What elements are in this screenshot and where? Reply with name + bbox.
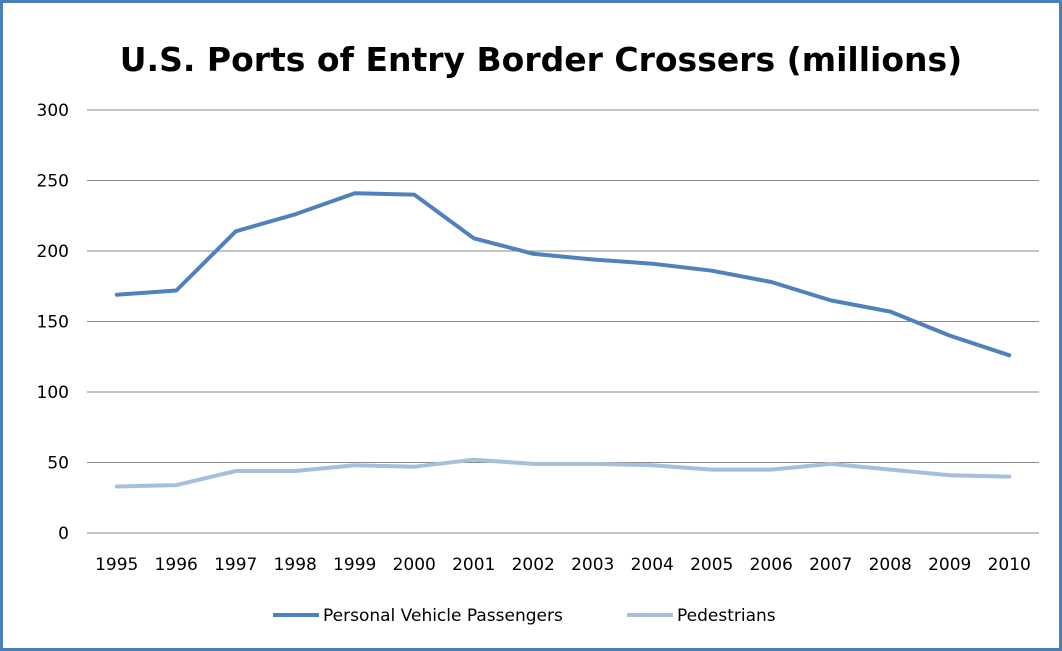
data-point — [650, 262, 654, 266]
data-point — [650, 463, 654, 467]
x-tick-label: 1999 — [333, 555, 376, 575]
x-tick-label: 2007 — [809, 555, 852, 575]
x-tick-label: 2005 — [690, 555, 733, 575]
y-tick-label: 300 — [37, 101, 69, 121]
x-tick-label: 1996 — [155, 555, 198, 575]
data-point — [829, 298, 833, 302]
data-point — [174, 288, 178, 292]
x-tick-label: 1998 — [274, 555, 317, 575]
legend-label: Personal Vehicle Passengers — [323, 606, 563, 626]
x-tick-label: 1997 — [214, 555, 257, 575]
data-point — [234, 469, 238, 473]
series-lines — [114, 191, 1012, 489]
data-point — [710, 468, 714, 472]
data-point — [293, 212, 297, 216]
data-point — [531, 252, 535, 256]
y-tick-label: 150 — [37, 313, 69, 333]
x-tick-label: 1995 — [95, 555, 138, 575]
x-tick-label: 2003 — [571, 555, 614, 575]
chart-title: U.S. Ports of Entry Border Crossers (mil… — [120, 40, 962, 79]
data-point — [769, 280, 773, 284]
data-point — [888, 310, 892, 314]
data-point — [710, 269, 714, 273]
x-tick-label: 2004 — [631, 555, 674, 575]
legend-label: Pedestrians — [677, 606, 776, 626]
x-tick-label: 2002 — [512, 555, 555, 575]
data-point — [888, 468, 892, 472]
data-point — [1007, 353, 1011, 357]
x-tick-label: 2006 — [750, 555, 793, 575]
x-axis-ticks: 1995 1996 1997 1998 1999 2000 2001 2002 2003 2004… — [95, 555, 1031, 575]
data-point — [769, 468, 773, 472]
data-point — [412, 193, 416, 197]
data-point — [174, 483, 178, 487]
y-tick-label: 200 — [37, 242, 69, 262]
data-point — [472, 458, 476, 462]
data-point — [948, 473, 952, 477]
gridlines — [87, 109, 1039, 534]
x-tick-label: 2000 — [393, 555, 436, 575]
x-tick-label: 2009 — [928, 555, 971, 575]
data-point — [353, 191, 357, 195]
series-line-0 — [114, 191, 1012, 358]
data-point — [472, 236, 476, 240]
data-point — [948, 334, 952, 338]
series-line-1 — [114, 457, 1012, 489]
y-tick-label: 0 — [58, 524, 69, 544]
data-point — [115, 484, 119, 488]
data-point — [531, 462, 535, 466]
line-chart: U.S. Ports of Entry Border Crossers (mil… — [37, 40, 1039, 626]
data-point — [591, 257, 595, 261]
data-point — [234, 229, 238, 233]
data-point — [353, 463, 357, 467]
data-point — [829, 462, 833, 466]
data-point — [1007, 475, 1011, 479]
x-tick-label: 2008 — [869, 555, 912, 575]
y-tick-label: 100 — [37, 383, 69, 403]
data-point — [115, 293, 119, 297]
x-tick-label: 2010 — [988, 555, 1031, 575]
y-tick-label: 250 — [37, 172, 69, 192]
y-tick-label: 50 — [47, 454, 69, 474]
data-point — [293, 469, 297, 473]
legend: Personal Vehicle Passengers Pedestrians — [273, 606, 776, 626]
x-tick-label: 2001 — [452, 555, 495, 575]
data-point — [412, 465, 416, 469]
data-point — [591, 462, 595, 466]
y-axis-ticks: 0 50 100 150 200 250 300 — [37, 101, 69, 544]
